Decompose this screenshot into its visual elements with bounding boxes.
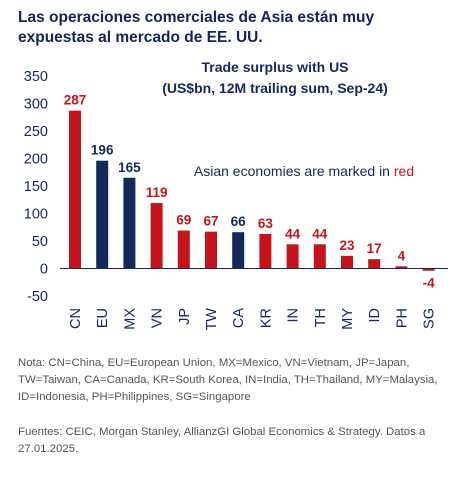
bar-mx [123, 177, 136, 269]
x-tick-label-tw: TW [204, 308, 220, 331]
value-label-vn: 119 [146, 185, 168, 200]
bar-sg [422, 268, 435, 271]
footnote: Nota: CN=China, EU=European Union, MX=Me… [18, 357, 438, 403]
y-axis-tick-labels: -50 0 50 100 150 200 250 300 350 [24, 69, 48, 305]
bar-th [313, 244, 326, 269]
value-label-my: 23 [339, 238, 355, 253]
value-label-kr: 63 [258, 216, 274, 231]
x-tick-label-cn: CN [68, 308, 84, 329]
x-tick-label-th: TH [313, 308, 329, 327]
bar-vn [150, 203, 163, 269]
value-label-id: 17 [367, 241, 382, 256]
y-tick-label: 100 [24, 207, 48, 223]
value-label-eu: 196 [91, 143, 114, 158]
x-tick-label-id: ID [367, 308, 383, 323]
annotation-highlight: red [394, 163, 414, 179]
bars-group [69, 110, 435, 271]
value-label-in: 44 [285, 226, 301, 241]
source-note: Fuentes: CEIC, Morgan Stanley, AllianzGI… [18, 426, 426, 455]
value-label-cn: 287 [64, 93, 87, 108]
value-label-th: 44 [312, 226, 328, 241]
x-tick-label-my: MY [340, 308, 356, 330]
y-tick-label: 350 [24, 69, 48, 85]
value-label-jp: 69 [176, 213, 191, 228]
x-tick-label-ca: CA [231, 308, 247, 328]
value-labels-group: 287 196 165 119 69 67 66 63 44 44 23 17 4 -4 [64, 93, 435, 291]
x-tick-label-jp: JP [177, 308, 193, 325]
chart-annotation: Asian economies are marked in red [194, 163, 414, 179]
bar-ph [395, 266, 408, 269]
y-tick-label: 250 [24, 124, 48, 140]
value-label-ca: 66 [231, 214, 247, 229]
bar-jp [177, 230, 190, 269]
y-tick-label: 300 [24, 97, 48, 113]
y-tick-label: 150 [24, 179, 48, 195]
chart-subtitle: (US$bn, 12M trailing sum, Sep-24) [162, 80, 388, 96]
value-label-sg: -4 [423, 276, 435, 291]
y-tick-label: 200 [24, 152, 48, 168]
bar-id [368, 259, 381, 269]
x-tick-label-sg: SG [422, 308, 438, 329]
bar-ca [232, 232, 245, 269]
x-tick-label-ph: PH [394, 308, 410, 328]
x-tick-label-eu: EU [95, 308, 111, 328]
value-label-ph: 4 [398, 248, 406, 263]
x-tick-label-kr: KR [258, 308, 274, 328]
annotation-prefix: Asian economies are marked in [194, 163, 394, 179]
x-tick-label-mx: MX [122, 308, 138, 330]
value-label-mx: 165 [118, 160, 141, 175]
bar-tw [205, 231, 217, 269]
y-tick-label: -50 [27, 289, 48, 305]
y-tick-label: 50 [32, 234, 48, 250]
value-label-tw: 67 [203, 214, 218, 229]
bar-kr [259, 233, 272, 269]
x-tick-label-vn: VN [150, 308, 166, 328]
trade-surplus-chart: -50 0 50 100 150 200 250 300 350 287 196 165 119 69 6… [24, 59, 448, 331]
y-tick-label: 0 [40, 262, 48, 278]
bar-in [286, 244, 299, 269]
bar-my [341, 255, 353, 269]
page-title: Las operaciones comerciales de Asia está… [18, 9, 375, 46]
bar-cn [69, 110, 81, 269]
x-axis-tick-labels: CN EU MX VN JP TW CA KR IN TH MY ID PH SG [68, 308, 438, 331]
chart-title: Trade surplus with US [201, 59, 348, 75]
x-tick-label-in: IN [286, 308, 302, 323]
bar-eu [96, 160, 109, 269]
